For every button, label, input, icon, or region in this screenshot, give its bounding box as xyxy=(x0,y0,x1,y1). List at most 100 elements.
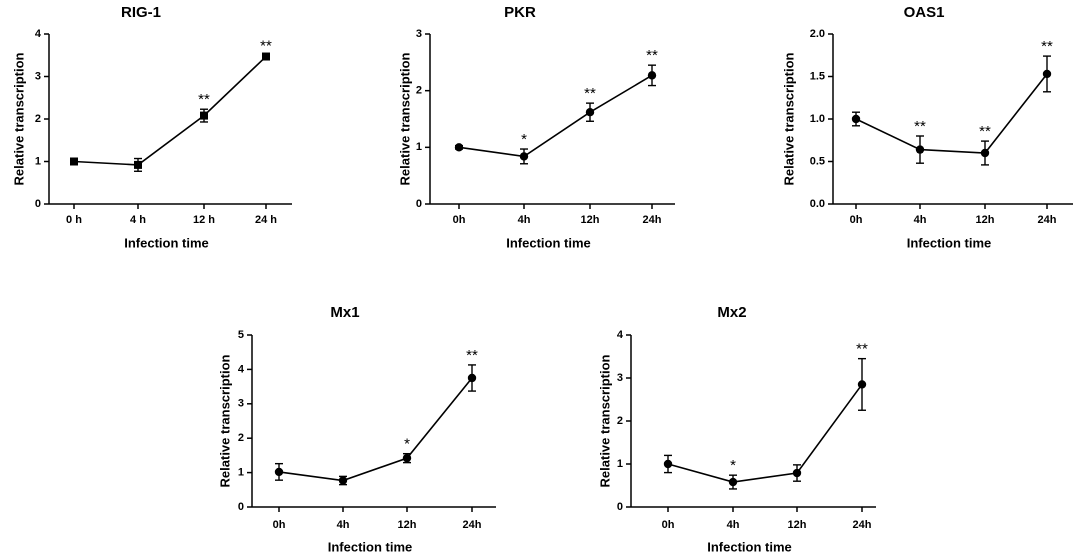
chart-pkr: PKR 0 1 2 3 0h 4h 12h 24h Infection time Relative … xyxy=(397,4,675,250)
series-line xyxy=(73,55,267,166)
series-line xyxy=(667,383,863,483)
y-axis-label: Relative transcription xyxy=(397,52,412,185)
y-tick-label: 0 xyxy=(35,198,41,210)
chart-title: RIG-1 xyxy=(121,4,161,21)
x-tick-label: 24h xyxy=(463,519,482,531)
chart-oas1: OAS1 0.0 0.5 1.0 1.5 2.0 0h 4h 12h 24h Infection t… xyxy=(781,4,1073,250)
y-tick-label: 2 xyxy=(35,113,41,125)
y-tick-label: 3 xyxy=(617,372,623,384)
x-tick-label: 4h xyxy=(727,519,740,531)
significance-mark: ** xyxy=(979,123,991,140)
y-tick-label: 1 xyxy=(35,155,41,167)
chart-mx2: Mx2 0 1 2 3 4 0h 4h 12h 24h Infection time Relative… xyxy=(597,304,876,553)
y-axis-label: Relative transcription xyxy=(597,354,612,487)
data-point xyxy=(519,152,529,161)
data-point xyxy=(70,157,78,166)
x-tick-label: 24h xyxy=(853,519,872,531)
x-axis-label: Infection time xyxy=(707,539,792,553)
data-point xyxy=(728,477,738,487)
chart-title: OAS1 xyxy=(904,4,945,21)
x-tick-label: 0h xyxy=(850,214,863,226)
data-point xyxy=(262,52,270,61)
data-point xyxy=(467,373,477,383)
y-tick-label: 1.0 xyxy=(810,113,825,125)
data-point xyxy=(585,108,595,117)
y-tick-label: 4 xyxy=(35,28,42,40)
x-tick-label: 24h xyxy=(1038,214,1057,226)
y-tick-label: 0.0 xyxy=(810,198,825,210)
y-axis-label: Relative transcription xyxy=(11,52,26,185)
y-tick-label: 3 xyxy=(35,70,41,82)
y-tick-label: 0 xyxy=(238,501,244,513)
y-tick-label: 4 xyxy=(238,363,245,375)
x-tick-label: 12h xyxy=(976,214,995,226)
data-point xyxy=(200,111,208,120)
x-tick-label: 0h xyxy=(662,519,675,531)
significance-mark: ** xyxy=(1041,38,1053,55)
y-tick-label: 4 xyxy=(617,329,624,341)
y-tick-label: 0.5 xyxy=(810,155,825,167)
y-tick-label: 5 xyxy=(238,329,244,341)
y-tick-label: 3 xyxy=(238,398,244,410)
y-tick-label: 1 xyxy=(416,141,422,153)
y-tick-label: 2.0 xyxy=(810,28,825,40)
data-point xyxy=(647,71,657,80)
x-tick-label: 0h xyxy=(273,519,286,531)
significance-mark: * xyxy=(521,131,527,148)
data-point xyxy=(857,380,867,389)
x-tick-label: 12h xyxy=(581,214,600,226)
x-tick-label: 0h xyxy=(453,214,466,226)
y-tick-label: 0 xyxy=(617,501,623,513)
x-tick-label: 12h xyxy=(398,519,417,531)
x-tick-label: 4h xyxy=(337,519,350,531)
x-tick-label: 4 h xyxy=(130,214,146,226)
significance-mark: ** xyxy=(914,118,926,135)
data-point xyxy=(851,114,861,124)
y-tick-label: 0 xyxy=(416,198,422,210)
significance-mark: ** xyxy=(856,341,868,358)
chart-mx1: Mx1 0 1 2 3 4 5 0h 4h 12h 24h Infection time Relativ… xyxy=(217,304,496,553)
x-tick-label: 0 h xyxy=(66,214,82,226)
data-point xyxy=(134,160,142,169)
chart-title: Mx2 xyxy=(717,304,746,321)
y-axis-label: Relative transcription xyxy=(781,52,796,185)
y-tick-label: 2 xyxy=(617,415,623,427)
x-axis-label: Infection time xyxy=(328,539,413,553)
y-tick-label: 2 xyxy=(416,85,422,97)
x-tick-label: 4h xyxy=(518,214,531,226)
data-point xyxy=(274,467,284,477)
x-tick-label: 12 h xyxy=(193,214,215,226)
significance-mark: ** xyxy=(466,347,478,364)
x-tick-label: 12h xyxy=(788,519,807,531)
data-point xyxy=(915,145,925,154)
significance-mark: ** xyxy=(198,91,210,108)
data-point xyxy=(338,476,348,485)
significance-mark: ** xyxy=(646,47,658,64)
x-tick-label: 24 h xyxy=(255,214,277,226)
y-tick-label: 2 xyxy=(238,432,244,444)
y-tick-label: 1.5 xyxy=(810,70,825,82)
x-tick-label: 24h xyxy=(643,214,662,226)
data-point xyxy=(1042,69,1052,79)
significance-mark: ** xyxy=(584,85,596,102)
series-line xyxy=(855,73,1048,154)
series-line xyxy=(458,74,653,158)
x-tick-label: 4h xyxy=(914,214,927,226)
significance-mark: * xyxy=(730,457,736,474)
y-tick-label: 1 xyxy=(617,458,623,470)
x-axis-label: Infection time xyxy=(907,235,992,250)
chart-rig-1: RIG-1 0 1 2 3 4 0 h 4 h 12 h 24 h Infection time Re… xyxy=(11,4,292,250)
significance-mark: ** xyxy=(260,37,272,54)
significance-mark: * xyxy=(404,436,410,453)
chart-title: PKR xyxy=(504,4,536,21)
y-axis-label: Relative transcription xyxy=(217,354,232,487)
data-point xyxy=(663,459,673,469)
x-axis-label: Infection time xyxy=(506,235,591,250)
data-point xyxy=(402,453,412,463)
data-point xyxy=(980,148,990,158)
x-axis-label: Infection time xyxy=(124,235,209,250)
series-line xyxy=(278,377,473,482)
data-point xyxy=(454,143,464,152)
chart-title: Mx1 xyxy=(330,304,359,321)
